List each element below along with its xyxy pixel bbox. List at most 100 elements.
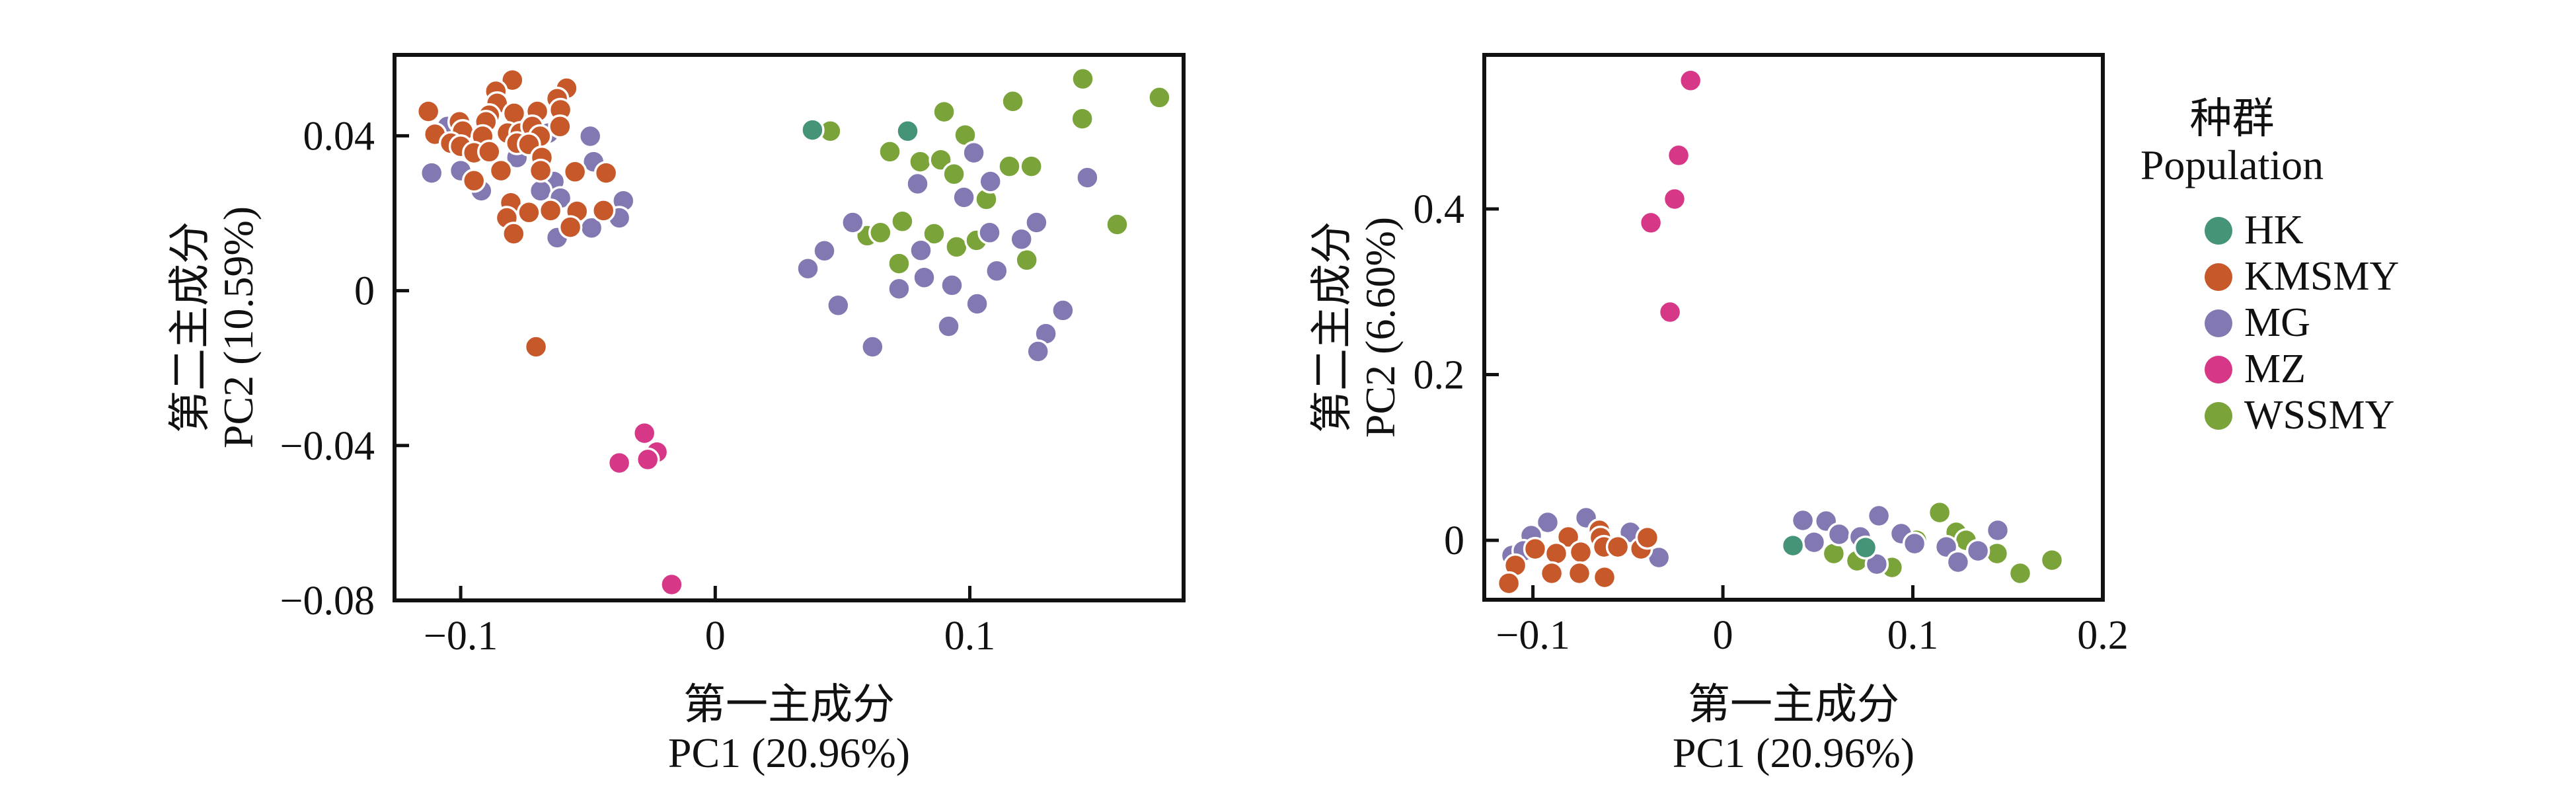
data-point-WSSMY [2039,548,2065,573]
series-MZ [1638,68,1703,325]
x-tick-label: 0.1 [1887,613,1939,658]
data-point-MZ [1657,300,1683,325]
plot-frame [1482,53,2105,602]
data-point-HK [1853,535,1878,560]
data-point-KMSMY [1605,534,1630,559]
data-point-KMSMY [1568,540,1593,565]
data-point-KMSMY [591,198,616,223]
kmsmy-swatch-dot [2205,263,2232,291]
right-xaxis-label-en: PC1 (20.96%) [1672,729,1915,776]
data-point-MG [912,265,936,290]
data-point-WSSMY [868,220,893,245]
legend-item-mg: MG [2204,300,2554,346]
data-point-MG [887,276,911,301]
data-point-KMSMY [1592,565,1617,590]
x-tick-label: 0.1 [944,614,996,659]
y-tick-label: −0.08 [280,579,375,624]
data-point-MG [419,161,444,185]
data-point-MG [841,210,865,235]
data-point-HK [1780,533,1805,558]
series-HK [1780,533,1878,560]
data-point-WSSMY [1001,89,1025,114]
legend-label-wssmy: WSSMY [2244,393,2395,438]
data-point-MG [1902,531,1927,556]
data-point-KMSMY [528,158,553,183]
right-xaxis-label: 第一主成分 PC1 (20.96%) [1673,681,1914,778]
data-point-MG [909,238,933,263]
legend-label-mz: MZ [2244,346,2306,392]
data-point-KMSMY [517,200,541,225]
data-point-KMSMY [488,158,513,183]
plot-frame [393,53,1186,602]
data-point-WSSMY [1147,85,1172,110]
series-MZ [607,421,684,597]
series-HK [800,118,920,143]
left-yaxis-label: 第二主成分 PC2 (10.59%) [167,206,263,448]
data-point-MG [1985,518,2010,543]
right-xaxis-label-zh: 第一主成分 [1688,681,1899,729]
data-point-MG [1946,549,1971,575]
data-point-KMSMY [416,99,441,124]
legend-label-hk: HK [2244,208,2304,253]
pca-right-chart: −0.1 0 0.1 0.2 0 0.2 0.4 [1414,53,2129,658]
data-point-MG [962,140,986,165]
legend-label-mg: MG [2244,300,2310,346]
data-point-MG [985,259,1009,283]
data-point-KMSMY [1635,525,1660,550]
legend-item-wssmy: WSSMY [2204,393,2554,439]
data-point-MZ [607,450,632,475]
y-tick-label: 0 [354,269,375,314]
data-point-KMSMY [562,159,587,184]
legend: 种群 Population HK KMSMY MG MZ WSSMY [2118,95,2554,439]
data-point-KMSMY [1496,571,1521,596]
hk-swatch-icon [2205,216,2232,245]
y-tick-label: 0.04 [303,114,375,159]
data-point-MZ [1678,68,1703,93]
data-point-KMSMY [548,114,572,139]
data-point-WSSMY [1014,248,1039,272]
data-point-MG [812,239,837,263]
data-point-MG [1075,165,1100,190]
data-point-MG [860,335,885,359]
data-point-KMSMY [1539,561,1564,586]
legend-title-en: Population [2140,142,2324,189]
legend-item-hk: HK [2204,208,2554,254]
data-point-MG [1827,522,1852,547]
data-point-MG [826,293,851,318]
data-point-WSSMY [2008,561,2033,586]
y-tick-label: 0.4 [1414,187,1465,232]
x-tick-label: −0.1 [424,614,498,659]
series-KMSMY [416,67,619,359]
data-point-MG [905,171,930,196]
data-point-MZ [1662,186,1687,212]
data-point-MZ [1666,143,1691,168]
data-point-MG [1866,503,1891,528]
data-point-MG [936,314,961,339]
y-tick-label: 0 [1444,518,1464,563]
data-point-WSSMY [1071,67,1095,91]
data-point-WSSMY [1927,500,1952,525]
right-yaxis-label-en: PC2 (6.60%) [1357,216,1404,438]
data-point-WSSMY [944,235,969,259]
legend-title-zh: 种群 [2189,95,2275,142]
legend-label-kmsmy: KMSMY [2244,254,2400,300]
legend-items: HK KMSMY MG MZ WSSMY [2118,208,2554,439]
wssmy-swatch-dot [2205,401,2232,430]
mg-swatch-icon [2205,309,2232,337]
data-point-WSSMY [997,154,1022,179]
data-point-WSSMY [1105,212,1129,237]
legend-title: 种群 Population [2118,95,2346,189]
data-point-MG [1965,538,1990,563]
data-point-WSSMY [878,140,902,164]
data-point-WSSMY [922,222,946,246]
wssmy-swatch-icon [2205,401,2232,430]
data-point-HK [800,118,825,142]
data-point-MG [1026,339,1050,364]
data-point-MG [965,292,989,316]
left-xaxis-label-zh: 第一主成分 [683,681,895,729]
data-point-MG [1864,551,1889,577]
left-yaxis-label-zh: 第二主成分 [167,222,214,433]
data-point-WSSMY [1019,154,1043,179]
